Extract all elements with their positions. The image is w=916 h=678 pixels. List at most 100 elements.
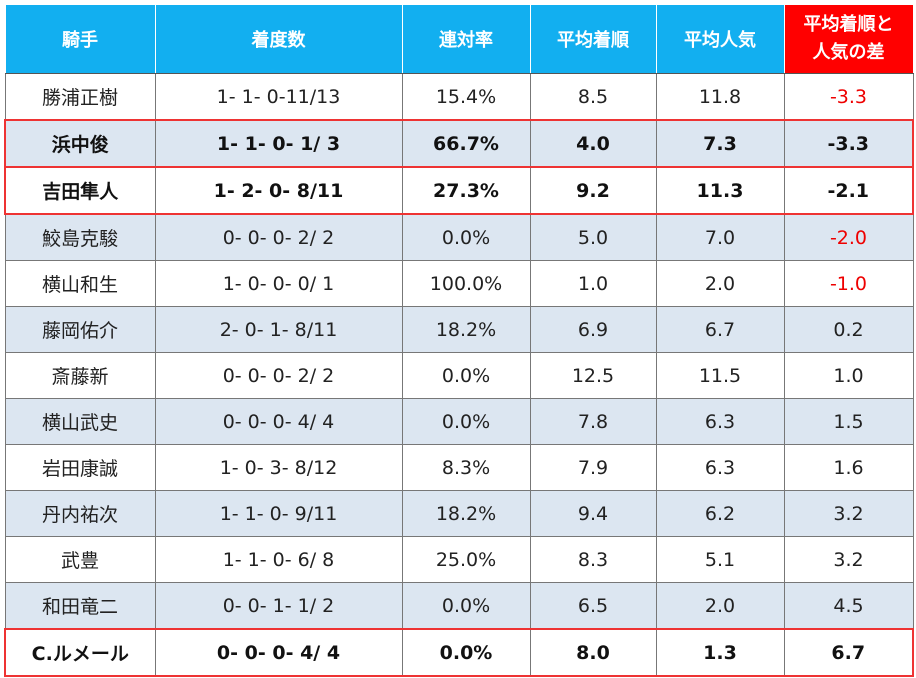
jockey-table: 騎手 着度数 連対率 平均着順 平均人気 平均着順と人気の差 勝浦正樹 1- 1- 0-11… xyxy=(4,4,914,677)
table-cell: 8.3 xyxy=(529,536,657,583)
table-cell: 1- 1- 0-11/13 xyxy=(154,73,403,121)
table-cell: 横山和生 xyxy=(4,260,156,307)
table-cell: 吉田隼人 xyxy=(4,166,156,215)
table-cell: 岩田康誠 xyxy=(4,444,156,491)
table-cell: 勝浦正樹 xyxy=(4,73,156,121)
header-text: 連対率 xyxy=(439,30,493,51)
table-row: 横山和生 1- 0- 0- 0/ 1 100.0% 1.0 2.0 -1.0 xyxy=(4,260,914,307)
table-cell: 2.0 xyxy=(655,260,785,307)
table-row: 浜中俊 1- 1- 0- 1/ 3 66.7% 4.0 7.3 -3.3 xyxy=(4,119,914,168)
table-row: 横山武史 0- 0- 0- 4/ 4 0.0% 7.8 6.3 1.5 xyxy=(4,398,914,445)
header-cell: 連対率 xyxy=(401,4,531,74)
header-cell: 騎手 xyxy=(4,4,156,74)
table-row: 丹内祐次 1- 1- 0- 9/11 18.2% 9.4 6.2 3.2 xyxy=(4,490,914,537)
table-cell: C.ルメール xyxy=(4,628,156,677)
table-cell: 横山武史 xyxy=(4,398,156,445)
table-cell: 6.2 xyxy=(655,490,785,537)
table-row: 岩田康誠 1- 0- 3- 8/12 8.3% 7.9 6.3 1.6 xyxy=(4,444,914,491)
header-text: 平均着順 xyxy=(557,30,629,51)
table-cell: -2.1 xyxy=(783,166,914,215)
table-cell: 11.8 xyxy=(655,73,785,121)
table-cell: 6.3 xyxy=(655,444,785,491)
table-cell: 8.3% xyxy=(401,444,531,491)
table-cell: 1- 0- 0- 0/ 1 xyxy=(154,260,403,307)
table-cell: 11.5 xyxy=(655,352,785,399)
header-cell: 平均着順 xyxy=(529,4,657,74)
table-cell: 3.2 xyxy=(783,490,914,537)
table-cell: 1- 1- 0- 9/11 xyxy=(154,490,403,537)
table-cell: 藤岡佑介 xyxy=(4,306,156,353)
table-cell: 2- 0- 1- 8/11 xyxy=(154,306,403,353)
table-cell: 2.0 xyxy=(655,582,785,630)
table-cell: 66.7% xyxy=(401,119,531,168)
table-row: 武豊 1- 1- 0- 6/ 8 25.0% 8.3 5.1 3.2 xyxy=(4,536,914,583)
table-row: 勝浦正樹 1- 1- 0-11/13 15.4% 8.5 11.8 -3.3 xyxy=(4,73,914,121)
table-cell: 6.5 xyxy=(529,582,657,630)
table-cell: 1.5 xyxy=(783,398,914,445)
table-cell: 0- 0- 1- 1/ 2 xyxy=(154,582,403,630)
table-cell: 0.0% xyxy=(401,352,531,399)
header-cell: 着度数 xyxy=(154,4,403,74)
table-cell: 9.2 xyxy=(529,166,657,215)
header-row: 騎手 着度数 連対率 平均着順 平均人気 平均着順と人気の差 xyxy=(4,4,914,74)
table-cell: 7.0 xyxy=(655,213,785,261)
header-text: 平均着順と人気の差 xyxy=(803,14,894,63)
table-cell: 1- 2- 0- 8/11 xyxy=(154,166,403,215)
table-cell: 8.5 xyxy=(529,73,657,121)
table-cell: 6.7 xyxy=(783,628,914,677)
table-cell: 12.5 xyxy=(529,352,657,399)
table-cell: 7.9 xyxy=(529,444,657,491)
table-cell: 1.6 xyxy=(783,444,914,491)
table-row: C.ルメール 0- 0- 0- 4/ 4 0.0% 8.0 1.3 6.7 xyxy=(4,628,914,677)
table-cell: 1- 1- 0- 6/ 8 xyxy=(154,536,403,583)
table-cell: 7.3 xyxy=(655,119,785,168)
table-cell: 5.0 xyxy=(529,213,657,261)
table-cell: 0.0% xyxy=(401,628,531,677)
table-row: 斎藤新 0- 0- 0- 2/ 2 0.0% 12.5 11.5 1.0 xyxy=(4,352,914,399)
table-cell: 18.2% xyxy=(401,490,531,537)
table-cell: -1.0 xyxy=(783,260,914,307)
table-cell: 11.3 xyxy=(655,166,785,215)
header-text: 騎手 xyxy=(62,30,98,51)
table-cell: 15.4% xyxy=(401,73,531,121)
table-cell: 6.9 xyxy=(529,306,657,353)
table-cell: -2.0 xyxy=(783,213,914,261)
table-cell: 0- 0- 0- 4/ 4 xyxy=(154,398,403,445)
table-cell: 27.3% xyxy=(401,166,531,215)
table-row: 藤岡佑介 2- 0- 1- 8/11 18.2% 6.9 6.7 0.2 xyxy=(4,306,914,353)
table-cell: 1- 1- 0- 1/ 3 xyxy=(154,119,403,168)
table-cell: 1.3 xyxy=(655,628,785,677)
table-cell: 6.3 xyxy=(655,398,785,445)
table-row: 吉田隼人 1- 2- 0- 8/11 27.3% 9.2 11.3 -2.1 xyxy=(4,166,914,215)
table-cell: 0.0% xyxy=(401,582,531,630)
table-cell: -3.3 xyxy=(783,119,914,168)
table-cell: 1.0 xyxy=(783,352,914,399)
table-cell: 浜中俊 xyxy=(4,119,156,168)
table-cell: 3.2 xyxy=(783,536,914,583)
table-cell: 0- 0- 0- 4/ 4 xyxy=(154,628,403,677)
table-cell: 斎藤新 xyxy=(4,352,156,399)
table-cell: 8.0 xyxy=(529,628,657,677)
table-cell: 7.8 xyxy=(529,398,657,445)
table-cell: 1- 0- 3- 8/12 xyxy=(154,444,403,491)
table-cell: -3.3 xyxy=(783,73,914,121)
table-cell: 18.2% xyxy=(401,306,531,353)
table-cell: 6.7 xyxy=(655,306,785,353)
table-cell: 0.0% xyxy=(401,398,531,445)
table-cell: 0- 0- 0- 2/ 2 xyxy=(154,213,403,261)
table-row: 鮫島克駿 0- 0- 0- 2/ 2 0.0% 5.0 7.0 -2.0 xyxy=(4,213,914,261)
table-cell: 100.0% xyxy=(401,260,531,307)
table-cell: 25.0% xyxy=(401,536,531,583)
table-cell: 鮫島克駿 xyxy=(4,213,156,261)
header-text: 着度数 xyxy=(251,30,306,51)
table-cell: 0- 0- 0- 2/ 2 xyxy=(154,352,403,399)
header-cell: 平均人気 xyxy=(655,4,785,74)
table-cell: 和田竜二 xyxy=(4,582,156,630)
table-cell: 5.1 xyxy=(655,536,785,583)
table-cell: 9.4 xyxy=(529,490,657,537)
table-cell: 0.0% xyxy=(401,213,531,261)
table-cell: 丹内祐次 xyxy=(4,490,156,537)
table-row: 和田竜二 0- 0- 1- 1/ 2 0.0% 6.5 2.0 4.5 xyxy=(4,582,914,630)
header-cell: 平均着順と人気の差 xyxy=(783,4,914,74)
